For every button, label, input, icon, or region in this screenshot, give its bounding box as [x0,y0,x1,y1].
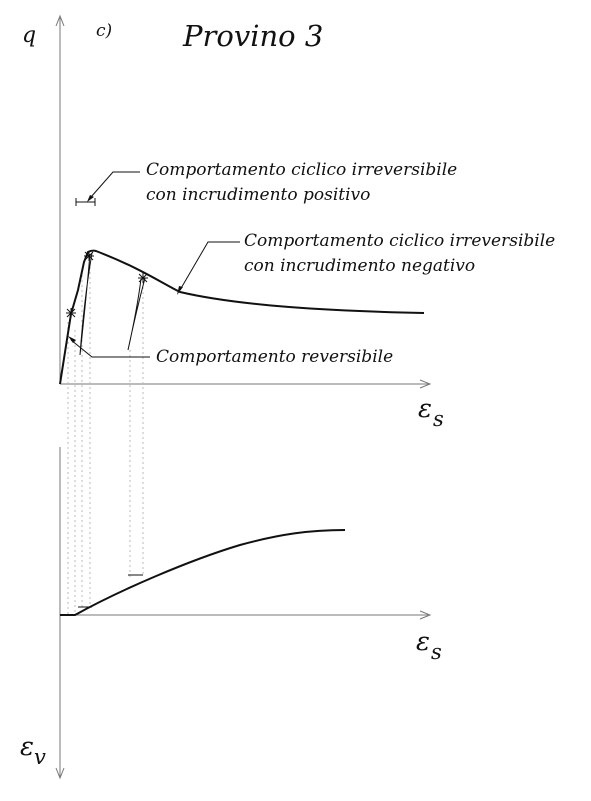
leader-irreversible-positive [75,171,140,206]
svg-text:ε: ε [20,732,34,762]
leader-reversible [68,336,150,358]
upper-plot: q c) Provino 3 Comportamento ciclico irr… [22,14,555,615]
cycle-loop-1 [79,252,93,356]
svg-text:s: s [431,640,442,664]
label-irreversible-negative-line2: con incrudimento negativo [244,256,475,276]
plot-title: Provino 3 [182,19,323,53]
label-irreversible-positive-line2: con incrudimento positivo [146,185,370,205]
panel-label: c) [96,21,112,41]
eps-s-axis-upper-label: ε s [418,394,444,431]
star-marker [138,273,148,283]
svg-text:ε: ε [418,394,432,424]
cycle-loop-2 [127,277,146,351]
q-axis-label: q [22,23,36,48]
eps-v-curve [60,529,346,616]
eps-v-axis-arrow [55,767,65,780]
eps-s-axis-lower-label: ε s [416,627,442,664]
star-marker [84,251,94,261]
eps-v-axis-label: ε v [20,732,46,769]
eps-s-axis-upper-arrow [419,379,432,389]
label-irreversible-negative-line1: Comportamento ciclico irreversibile [244,231,555,251]
lower-plot: ε s ε v [20,447,442,780]
svg-text:ε: ε [416,627,430,657]
eps-s-axis-lower-arrow [419,610,432,620]
svg-text:v: v [34,745,46,769]
q-eps-curve [59,249,425,385]
label-reversible: Comportamento reversibile [156,347,393,367]
q-axis-arrow [55,14,65,27]
star-marker [66,308,76,318]
label-irreversible-positive-line1: Comportamento ciclico irreversibile [146,160,457,180]
leader-irreversible-negative [177,241,240,295]
svg-text:s: s [433,407,444,431]
